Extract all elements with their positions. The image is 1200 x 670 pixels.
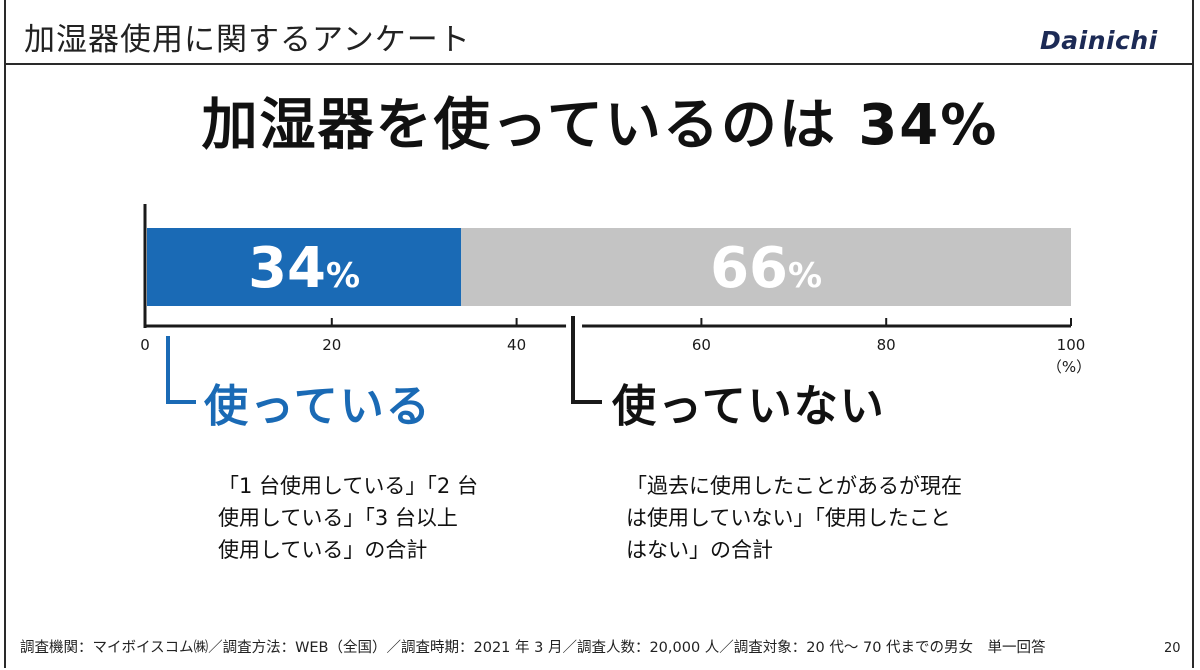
bar-segment-used (147, 228, 462, 306)
x-tick-label: 60 (692, 336, 711, 354)
group-label-used: 使っている (204, 381, 432, 432)
note-line: 使用している」の合計 (218, 538, 428, 562)
note-line: は使用していない」「使用したこと (626, 506, 951, 530)
x-tick-label: 100 (1057, 336, 1086, 354)
headline: 加湿器を使っているのは 34% (201, 93, 999, 158)
bar-value-label: 34% (248, 236, 360, 301)
slide-frame (4, 0, 1194, 668)
page-number: 20 (1164, 641, 1181, 656)
note-line: 「過去に使用したことがあるが現在 (626, 474, 962, 498)
group-note-used: 「1 台使用している」「2 台 使用している」「3 台以上 使用している」の合計 (218, 470, 478, 566)
x-tick-label: 20 (322, 336, 341, 354)
x-tick-label: 0 (140, 336, 150, 354)
bracket-unused (571, 316, 602, 404)
bracket-used (166, 336, 196, 404)
bar-value-unit: % (788, 256, 822, 296)
page-title: 加湿器使用に関するアンケート (24, 22, 471, 58)
survey-footnote: 調査機関：マイボイスコム㈱／調査方法：WEB（全国）／調査時期：2021 年 3… (20, 640, 1046, 656)
bar-segment-not-used (461, 228, 1071, 306)
x-tick-label: 80 (877, 336, 896, 354)
group-note-unused: 「過去に使用したことがあるが現在 は使用していない」「使用したこと はない」の合… (626, 470, 962, 566)
group-label-unused: 使っていない (612, 381, 886, 432)
x-tick-label: 40 (507, 336, 526, 354)
note-line: はない」の合計 (626, 538, 773, 562)
bar-value-number: 34 (248, 236, 326, 301)
note-line: 「1 台使用している」「2 台 (218, 474, 478, 498)
x-axis-unit: （%） (1047, 358, 1091, 376)
header-divider (6, 63, 1194, 65)
note-line: 使用している」「3 台以上 (218, 506, 458, 530)
bar-value-number: 66 (710, 236, 788, 301)
bar-value-unit: % (326, 256, 360, 296)
bar-value-label: 66% (710, 236, 822, 301)
brand-logo: Dainichi (1040, 26, 1158, 55)
